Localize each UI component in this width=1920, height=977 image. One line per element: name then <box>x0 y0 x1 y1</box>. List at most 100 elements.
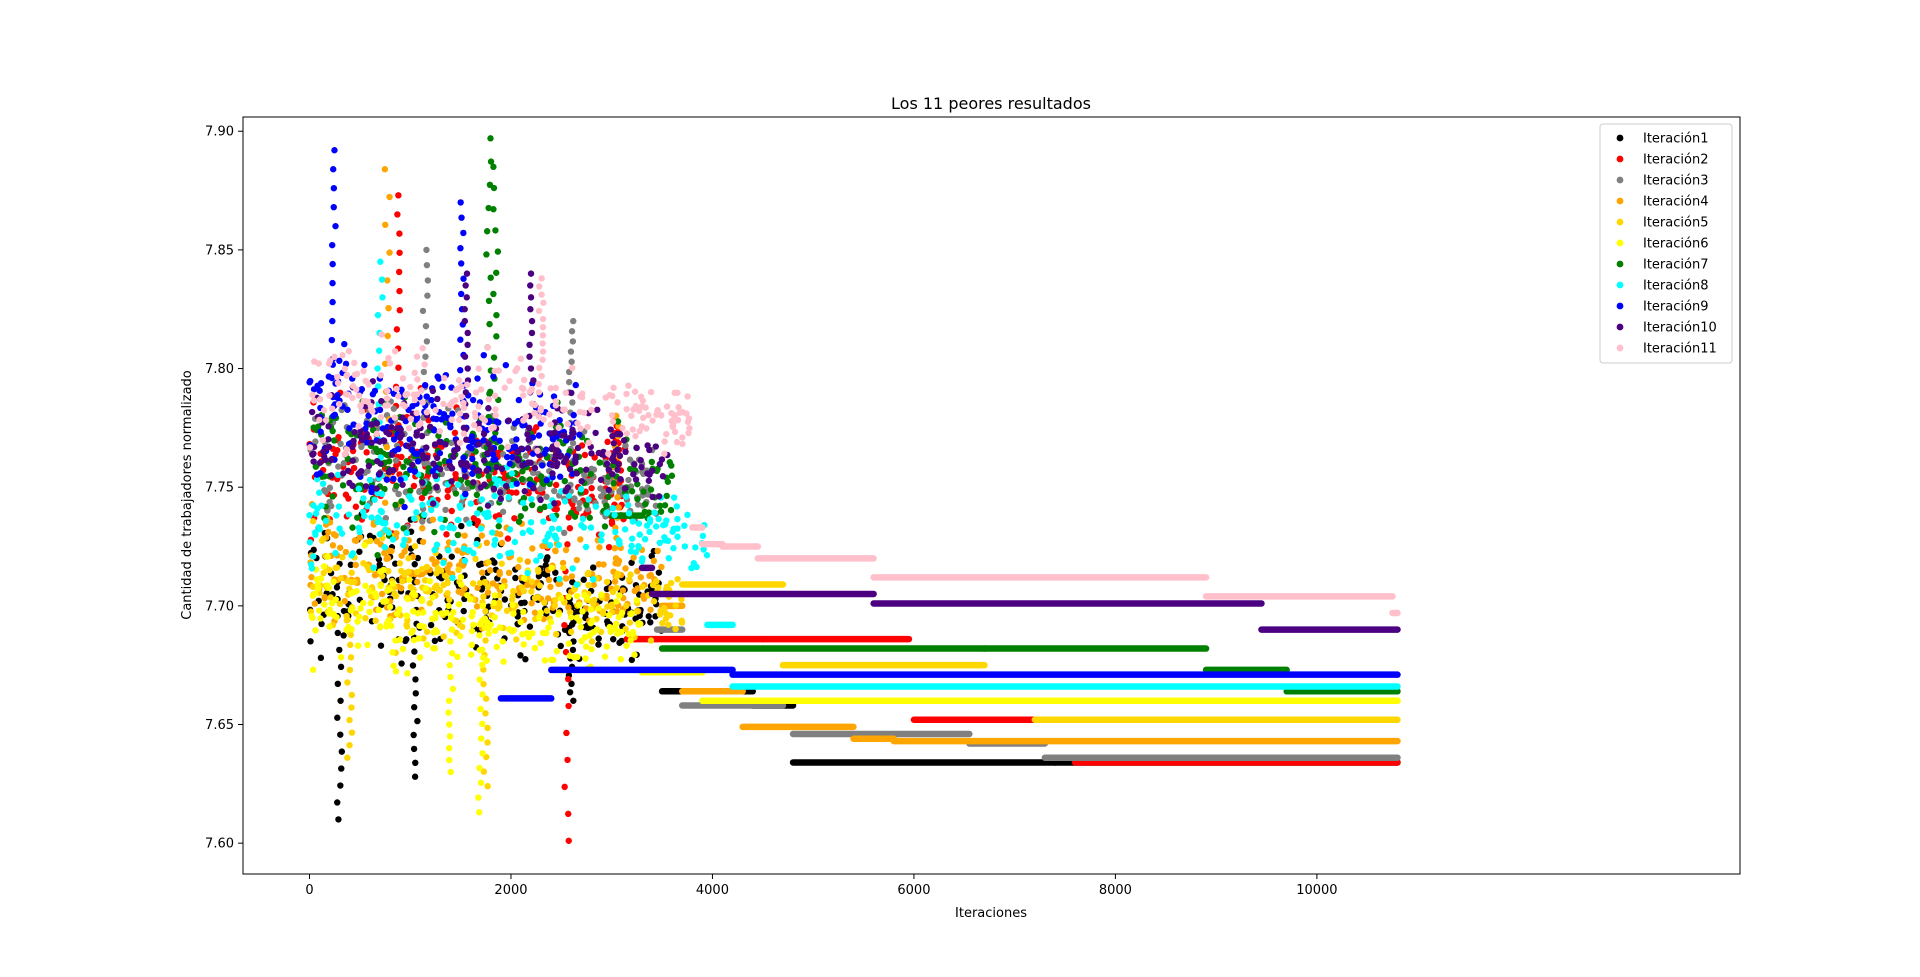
data-point <box>493 269 500 276</box>
data-point <box>573 592 581 600</box>
data-point <box>385 468 393 476</box>
data-point <box>345 511 353 518</box>
data-point <box>397 476 404 484</box>
data-point <box>473 540 480 548</box>
legend-marker <box>1616 323 1624 331</box>
data-point <box>603 585 611 593</box>
data-point <box>443 531 450 538</box>
data-point <box>569 565 576 572</box>
data-point <box>519 529 527 537</box>
data-point <box>676 409 684 416</box>
data-point <box>347 578 355 586</box>
data-point <box>560 458 568 466</box>
data-point <box>628 656 636 664</box>
data-point <box>576 431 583 438</box>
data-point <box>549 513 556 520</box>
data-point <box>547 618 555 626</box>
data-point <box>353 587 360 595</box>
data-point <box>382 221 389 229</box>
data-point <box>479 691 486 698</box>
data-point <box>511 538 519 546</box>
data-point <box>404 595 411 603</box>
data-point <box>535 380 542 388</box>
data-point <box>457 632 464 640</box>
data-point <box>376 438 383 445</box>
data-point <box>604 509 611 516</box>
data-point <box>690 560 698 567</box>
data-point <box>659 619 666 627</box>
data-point <box>622 442 629 449</box>
data-point <box>653 467 660 475</box>
data-point <box>558 595 565 602</box>
data-point <box>670 525 677 532</box>
data-point <box>377 568 384 575</box>
data-point <box>423 563 431 571</box>
data-point <box>641 535 649 543</box>
data-point <box>573 581 581 588</box>
data-point <box>429 516 437 523</box>
data-point <box>413 409 420 417</box>
data-point <box>318 620 325 628</box>
data-point <box>629 518 637 525</box>
data-point <box>403 636 410 643</box>
data-point <box>363 439 371 446</box>
data-point <box>574 444 582 452</box>
data-point <box>493 464 500 471</box>
data-point <box>418 565 426 573</box>
data-point <box>472 389 480 396</box>
data-point <box>475 794 482 801</box>
data-point <box>439 524 446 531</box>
data-point <box>336 357 343 364</box>
data-point <box>496 437 503 444</box>
data-point <box>321 486 328 494</box>
data-point <box>539 348 547 355</box>
data-point <box>547 583 554 591</box>
data-point <box>585 439 592 446</box>
data-point <box>412 676 419 683</box>
data-point <box>528 578 536 586</box>
data-point <box>458 214 465 221</box>
data-point <box>398 431 405 439</box>
data-point <box>493 643 500 651</box>
data-point <box>319 535 327 543</box>
data-point <box>384 332 391 340</box>
data-point <box>360 397 367 405</box>
data-point <box>592 429 599 437</box>
data-point <box>312 627 319 634</box>
data-point <box>434 565 442 572</box>
data-point <box>478 496 486 503</box>
data-point <box>562 546 570 554</box>
data-point <box>411 704 418 711</box>
data-point <box>418 387 425 394</box>
data-point <box>411 543 419 550</box>
data-point <box>401 571 408 578</box>
data-point <box>365 412 372 419</box>
data-point <box>577 485 585 493</box>
data-point <box>578 477 585 485</box>
data-point <box>374 311 382 319</box>
data-point <box>565 810 572 818</box>
y-axis-label: Cantidad de trabajadores normalizado <box>180 370 195 620</box>
data-point <box>564 420 571 428</box>
data-point <box>337 654 345 661</box>
legend-label: Iteración5 <box>1643 216 1708 231</box>
data-point <box>390 405 397 412</box>
y-tick-label: 7.85 <box>205 243 234 258</box>
data-point <box>342 390 350 398</box>
data-point <box>448 416 455 423</box>
data-point <box>485 603 492 610</box>
data-point <box>462 389 470 396</box>
data-point <box>368 421 375 428</box>
data-point <box>598 531 605 538</box>
data-point <box>444 579 451 587</box>
data-point <box>663 492 670 500</box>
data-point <box>520 385 527 393</box>
data-point <box>373 420 381 427</box>
data-point <box>423 444 430 451</box>
data-point <box>361 542 368 549</box>
data-point <box>452 387 460 394</box>
data-point <box>590 576 597 583</box>
data-point <box>317 470 324 477</box>
data-point <box>449 650 456 657</box>
data-point <box>656 539 663 547</box>
